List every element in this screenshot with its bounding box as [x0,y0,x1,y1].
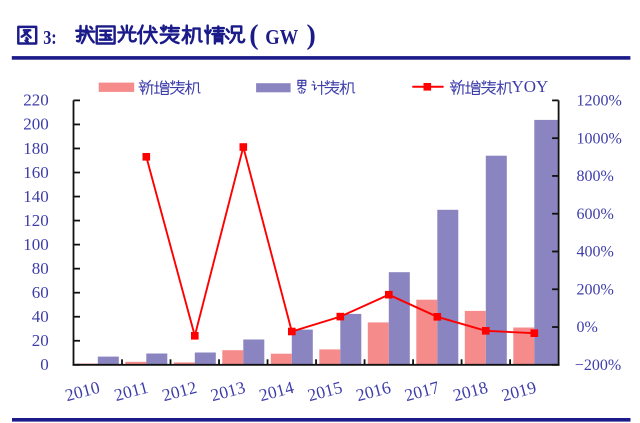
svg-text:180: 180 [23,139,49,158]
svg-text:60: 60 [32,283,49,302]
svg-text:): ) [307,20,316,51]
svg-text:0: 0 [40,355,49,374]
svg-text:(: ( [249,20,258,51]
svg-text:400%: 400% [577,244,614,261]
svg-text:160: 160 [23,163,49,182]
svg-text:20: 20 [32,331,49,350]
svg-text:YOY: YOY [512,77,549,96]
svg-text:600%: 600% [577,206,614,223]
svg-text:220: 220 [23,91,49,110]
svg-text:200: 200 [23,115,49,134]
svg-text:200%: 200% [577,282,614,299]
svg-text:GW: GW [265,25,298,49]
svg-text:0%: 0% [577,319,598,336]
svg-text:140: 140 [23,187,49,206]
svg-text:120: 120 [23,211,49,230]
svg-text:−200%: −200% [575,357,621,374]
svg-text:800%: 800% [577,168,614,185]
svg-text:1000%: 1000% [577,130,622,147]
svg-text:1200%: 1200% [577,93,622,110]
svg-text:100: 100 [23,235,49,254]
svg-text:80: 80 [32,259,49,278]
svg-text:3:: 3: [43,27,57,49]
svg-text:40: 40 [32,307,49,326]
